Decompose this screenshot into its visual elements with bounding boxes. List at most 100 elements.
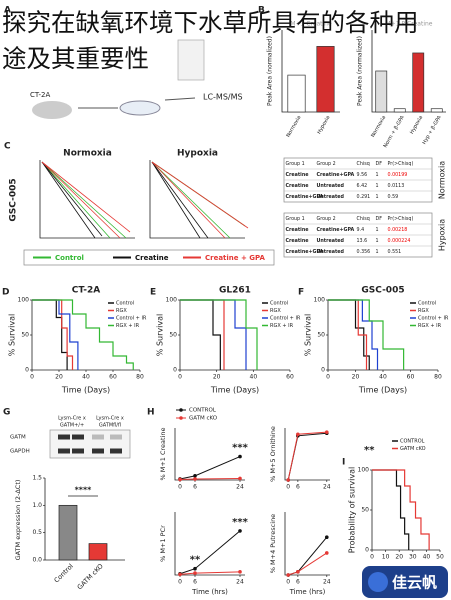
table-cell: 0.00199 <box>388 172 408 178</box>
table-cell: 1 <box>376 194 379 200</box>
table-cell: 0.0113 <box>388 183 405 189</box>
table-cell: Group 1 <box>286 216 305 222</box>
table-cell: Creatine+GPA <box>286 249 324 255</box>
row-label: GSC-005 <box>9 178 19 221</box>
x-tick-label: 40 <box>250 374 258 381</box>
y-label: % M+5 Ornithine <box>269 426 277 482</box>
point <box>286 573 291 577</box>
bar <box>316 46 335 113</box>
legend-label: Control <box>116 301 134 307</box>
survival-curve <box>32 299 74 370</box>
table-cell: Creatine+GPA <box>317 172 355 178</box>
point <box>238 529 242 533</box>
table-cell: 13.6 <box>357 238 368 244</box>
band <box>58 448 70 454</box>
table-cell: 0.000224 <box>388 238 411 244</box>
axes <box>371 470 440 551</box>
table-cell: Creatine <box>286 238 310 244</box>
y-tick-label: 50 <box>317 332 325 339</box>
table-condition: Hypoxia <box>438 219 447 251</box>
table-cell: 9.56 <box>357 172 368 178</box>
x-tick-label: 6 <box>296 484 300 491</box>
x-tick-label: 40 <box>82 374 90 381</box>
legend-label: CONTROL <box>189 408 217 414</box>
significance: **** <box>75 486 93 495</box>
table-cell: 0.00218 <box>388 227 408 233</box>
table-cell: Creatine+GPA <box>317 227 355 233</box>
series-line <box>288 552 328 576</box>
genotype: GATMfl/fl <box>99 423 121 429</box>
legend-label: RGX <box>270 308 281 314</box>
panel-label: F <box>298 288 304 298</box>
decay-line <box>151 161 226 239</box>
significance: ** <box>190 555 201 566</box>
x-tick-label: 50 <box>436 554 444 561</box>
bar <box>88 543 108 561</box>
table-cell: Group 2 <box>317 216 336 222</box>
point <box>238 570 242 574</box>
legend-label: Creatine + GPA <box>205 254 266 262</box>
overlay-title: 探究在缺氧环境下水草所具有的各种用 <box>2 8 419 37</box>
table-cell: Pr(>Chisq) <box>388 216 414 222</box>
significance: ** <box>364 445 375 456</box>
axes <box>174 512 245 576</box>
x-tick-label: 6 <box>193 484 197 491</box>
method: LC-MS/MS <box>203 93 243 102</box>
category-label: Hypoxia <box>316 115 331 136</box>
decay-line <box>151 161 209 239</box>
x-tick-label: 20 <box>395 554 403 561</box>
panel-label: E <box>150 288 156 298</box>
condition-title: Hypoxia <box>177 149 218 159</box>
y-tick-label: 50 <box>21 332 29 339</box>
point <box>193 474 197 478</box>
x-tick-label: 0 <box>370 554 374 561</box>
bar <box>412 52 425 113</box>
y-label: % M+1 Creatine <box>159 427 167 480</box>
bar <box>375 70 388 113</box>
y-tick-label: 0.5 <box>32 529 42 536</box>
genotype: Lysm-Cre x <box>96 416 124 422</box>
panel-label: H <box>147 408 155 418</box>
y-label: Probability of survival <box>348 467 357 553</box>
plot-title: GSC-005 <box>361 286 404 296</box>
table-cell: 1 <box>376 227 379 233</box>
x-tick-label: 60 <box>407 374 415 381</box>
x-tick-label: 0 <box>178 579 182 586</box>
y-tick-label: 1.5 <box>32 475 42 482</box>
legend-label: RGX + IR <box>270 323 294 329</box>
x-tick-label: 0 <box>30 374 34 381</box>
band <box>58 434 70 440</box>
legend-label: Control + IR <box>418 316 449 322</box>
survival-curve <box>372 469 430 550</box>
genotype: GATM+/+ <box>60 423 84 429</box>
point <box>193 571 197 575</box>
y-label: % Survival <box>304 314 313 356</box>
table-cell: Creatine+GPA <box>286 194 324 200</box>
y-label: % Survival <box>156 314 165 356</box>
watermark-logo <box>368 572 388 592</box>
point <box>193 477 197 481</box>
x-tick-label: 0 <box>178 484 182 491</box>
y-tick-label: 50 <box>361 507 369 514</box>
axes <box>149 160 245 239</box>
decay-line <box>41 161 103 237</box>
survival-curve <box>328 299 405 370</box>
band <box>92 448 104 454</box>
legend-label: GATM cKO <box>400 446 426 452</box>
genotype: Lysm-Cre x <box>58 416 86 422</box>
table-cell: Untreated <box>317 194 345 200</box>
tube <box>177 39 205 81</box>
y-tick-label: 50 <box>169 332 177 339</box>
y-tick-label: 0 <box>365 547 369 554</box>
axes <box>39 160 135 239</box>
table-cell: 0.291 <box>357 194 371 200</box>
table-cell: Untreated <box>317 183 345 189</box>
y-label: GATM expression (2-ΔCt) <box>14 480 22 561</box>
band <box>110 434 122 440</box>
table-cell: Creatine <box>286 227 310 233</box>
x-label: Time (Days) <box>210 386 259 395</box>
band-label: GAPDH <box>10 449 30 455</box>
legend-box <box>23 249 275 266</box>
table-cell: Chisq <box>357 161 370 167</box>
